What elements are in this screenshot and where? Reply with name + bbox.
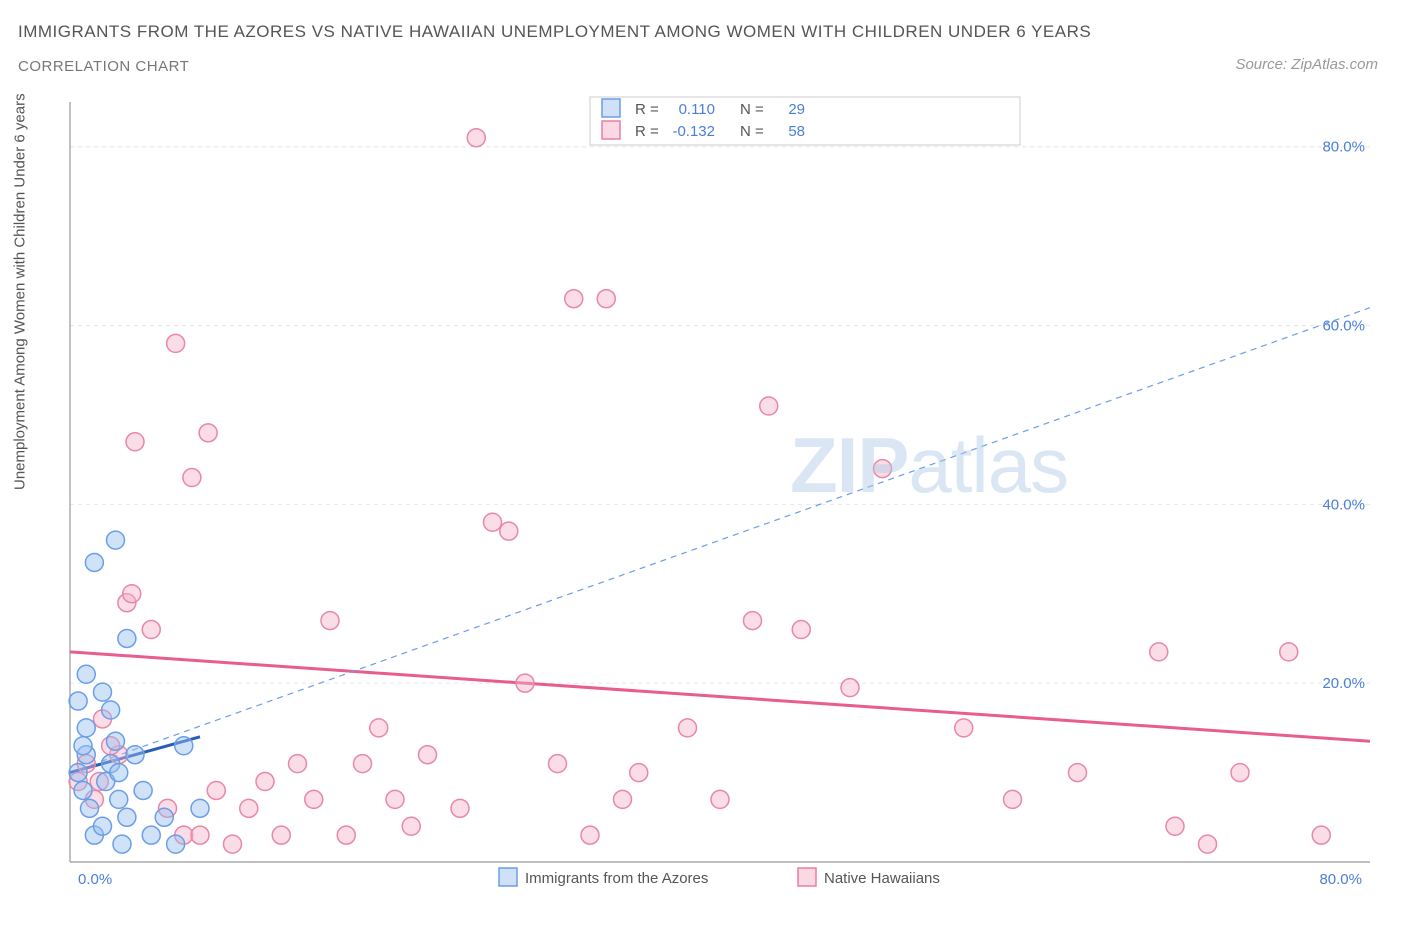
svg-text:58: 58: [788, 123, 805, 140]
chart-area: Unemployment Among Women with Children U…: [50, 90, 1390, 890]
svg-text:Immigrants from the Azores: Immigrants from the Azores: [525, 870, 708, 887]
svg-text:Native Hawaiians: Native Hawaiians: [824, 870, 940, 887]
chart-title: IMMIGRANTS FROM THE AZORES VS NATIVE HAW…: [18, 22, 1091, 42]
svg-text:60.0%: 60.0%: [1322, 318, 1365, 335]
y-axis-label: Unemployment Among Women with Children U…: [12, 93, 29, 490]
svg-text:80.0%: 80.0%: [1322, 139, 1365, 156]
svg-text:N =: N =: [740, 101, 764, 118]
svg-text:40.0%: 40.0%: [1322, 496, 1365, 513]
svg-text:80.0%: 80.0%: [1319, 871, 1362, 888]
svg-text:N =: N =: [740, 123, 764, 140]
svg-text:R =: R =: [635, 101, 659, 118]
source-label: Source: ZipAtlas.com: [1235, 56, 1378, 73]
scatter-chart: 20.0% 40.0% 60.0% 80.0% 0.0% 80.0% R = 0.110 N =…: [50, 90, 1390, 910]
svg-text:29: 29: [788, 101, 805, 118]
svg-text:20.0%: 20.0%: [1322, 675, 1365, 692]
chart-subtitle: CORRELATION CHART: [18, 58, 189, 75]
svg-text:0.0%: 0.0%: [78, 871, 112, 888]
svg-text:-0.132: -0.132: [672, 123, 715, 140]
svg-text:0.110: 0.110: [679, 101, 715, 118]
svg-text:R =: R =: [635, 123, 659, 140]
